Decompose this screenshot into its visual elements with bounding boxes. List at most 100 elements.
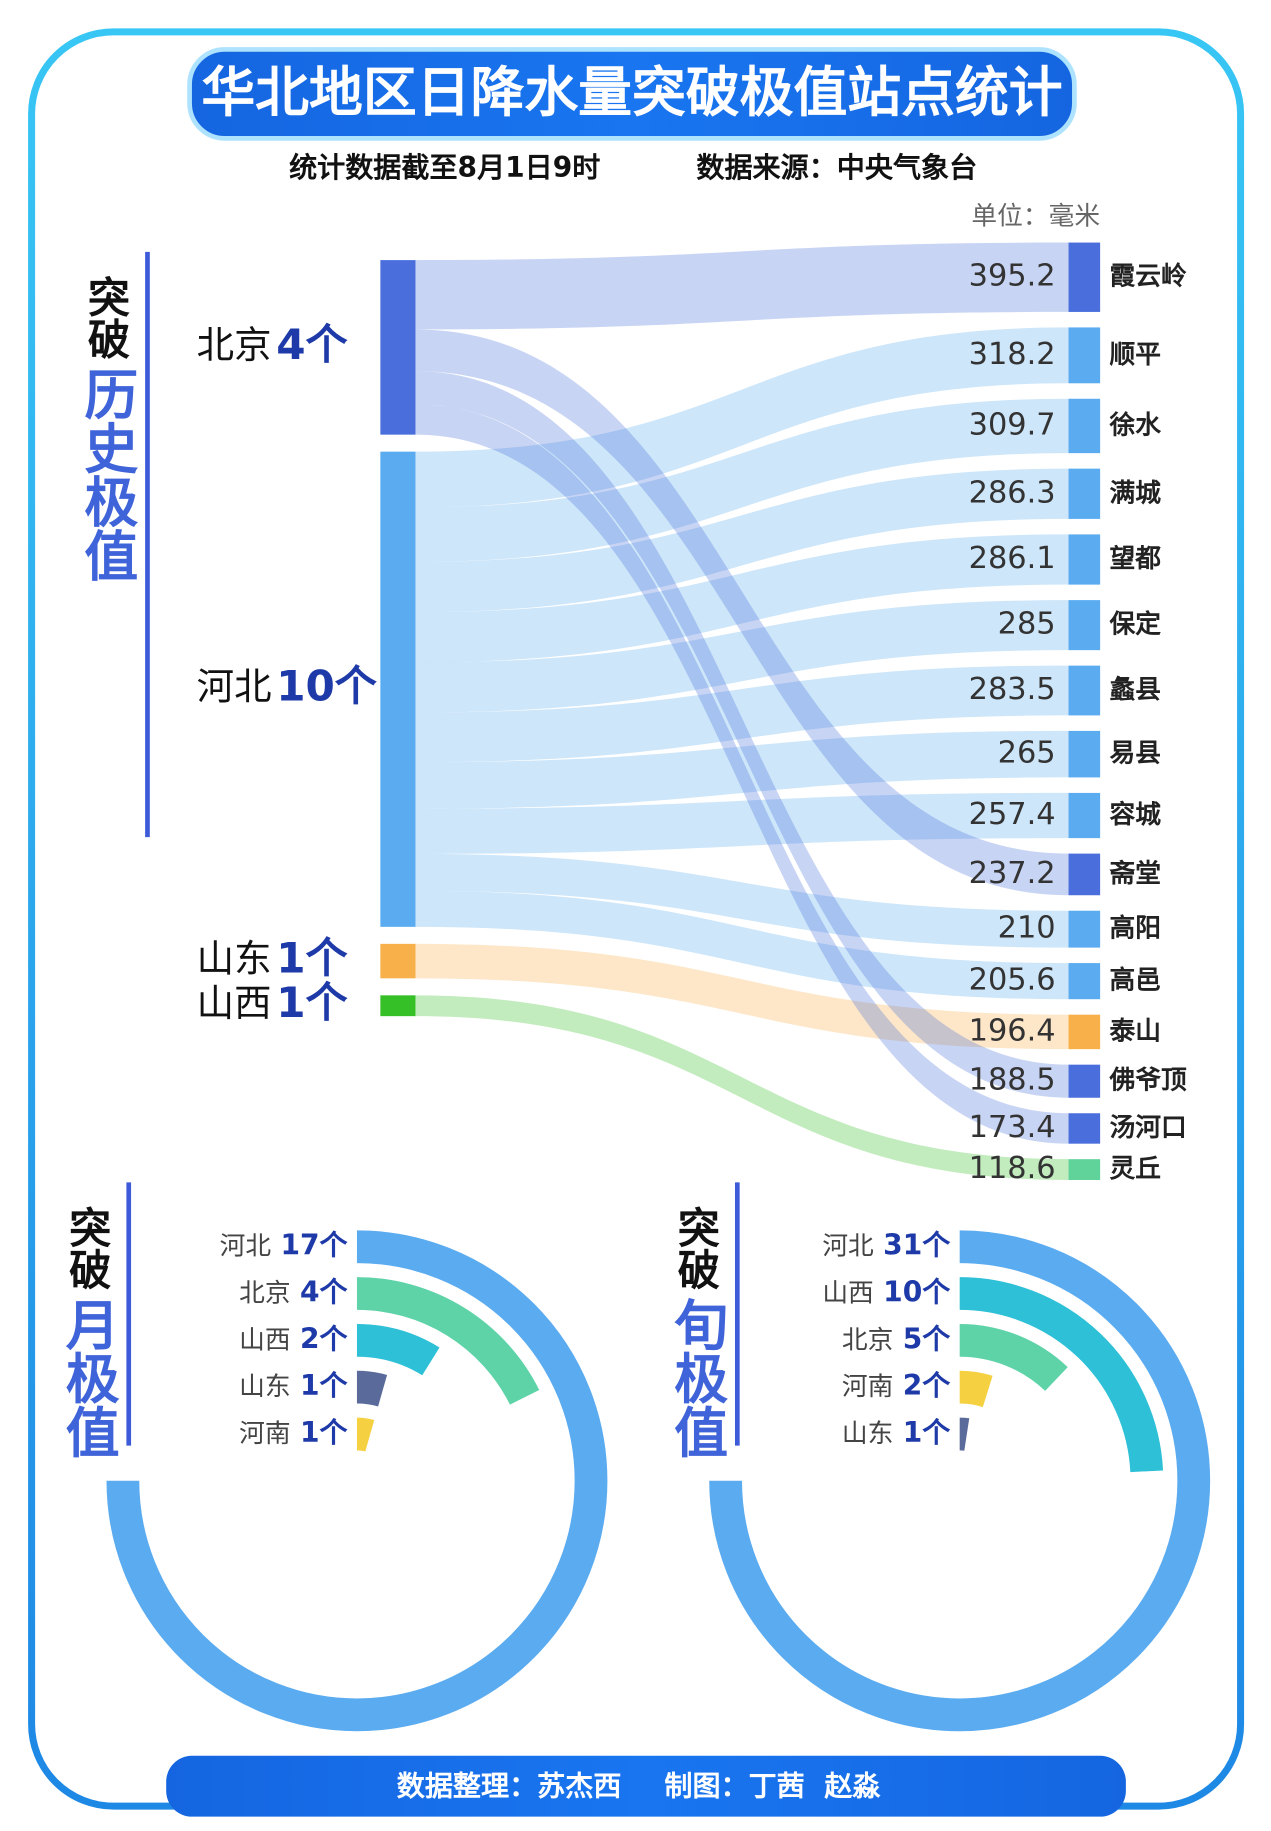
source-name: 河北 bbox=[197, 665, 272, 709]
link bbox=[415, 371, 1069, 1098]
source-node bbox=[380, 995, 416, 1017]
link bbox=[415, 398, 1069, 562]
category-count: 1个 bbox=[903, 1416, 952, 1449]
category-label: 山西 2个 bbox=[239, 1322, 348, 1355]
category-name: 山东 bbox=[842, 1418, 893, 1448]
category-name: 山西 bbox=[822, 1278, 873, 1308]
footer-banner bbox=[166, 1755, 1126, 1817]
station-value: 265 bbox=[998, 736, 1056, 771]
station-node bbox=[1068, 665, 1101, 716]
link bbox=[415, 853, 1069, 948]
station-name: 保定 bbox=[1108, 609, 1161, 640]
category-count: 31个 bbox=[883, 1229, 951, 1262]
station-name: 佛爷顶 bbox=[1108, 1066, 1186, 1096]
source-count: 1个 bbox=[276, 934, 348, 983]
category-count: 17个 bbox=[280, 1229, 348, 1262]
category-name: 北京 bbox=[842, 1325, 893, 1355]
radial-bar bbox=[356, 1370, 388, 1407]
link bbox=[415, 404, 1069, 1144]
station-node bbox=[1068, 534, 1101, 585]
link bbox=[415, 995, 1069, 1180]
category-name: 北京 bbox=[239, 1278, 290, 1308]
station-name: 霞云岭 bbox=[1109, 262, 1186, 292]
station-name: 汤河口 bbox=[1109, 1113, 1186, 1143]
chart-title: 旬极值 bbox=[665, 1297, 728, 1459]
chart-title-prefix: 突破 bbox=[671, 1206, 720, 1290]
category-label: 山东 1个 bbox=[842, 1416, 951, 1449]
station-node bbox=[1068, 792, 1101, 839]
link bbox=[415, 943, 1069, 1050]
link bbox=[415, 329, 1069, 896]
radial-bar bbox=[356, 1417, 375, 1452]
chart-title-prefix: 突破 bbox=[81, 275, 130, 359]
title: 华北地区日降水量突破极值站点统计 bbox=[201, 61, 1062, 124]
chart-title-prefix: 突破 bbox=[63, 1206, 112, 1290]
category-name: 山西 bbox=[239, 1325, 290, 1355]
station-node bbox=[1068, 963, 1101, 1000]
source-name: 北京 bbox=[197, 323, 272, 367]
station-node bbox=[1068, 327, 1101, 384]
station-value: 286.1 bbox=[969, 541, 1056, 576]
station-name: 灵丘 bbox=[1109, 1154, 1160, 1184]
station-value: 210 bbox=[998, 911, 1056, 946]
title-banner bbox=[187, 47, 1077, 141]
radial-bar bbox=[959, 1323, 1068, 1392]
source-node bbox=[380, 260, 416, 435]
chart-title: 历史极值 bbox=[75, 367, 138, 582]
station-value: 188.5 bbox=[969, 1063, 1056, 1098]
category-name: 河北 bbox=[822, 1231, 874, 1261]
station-name: 满城 bbox=[1109, 478, 1161, 508]
source-count: 1个 bbox=[276, 978, 348, 1027]
chart-title: 月极值 bbox=[57, 1297, 120, 1459]
station-name: 高阳 bbox=[1109, 913, 1160, 944]
station-node bbox=[1068, 242, 1101, 312]
link bbox=[415, 468, 1069, 613]
station-value: 285 bbox=[998, 607, 1056, 642]
source-node bbox=[380, 943, 416, 979]
station-node bbox=[1068, 600, 1101, 651]
station-value: 237.2 bbox=[969, 856, 1056, 891]
radial-bar bbox=[959, 1277, 1164, 1473]
source-node bbox=[380, 451, 416, 927]
station-name: 顺平 bbox=[1109, 340, 1160, 370]
radial-bar bbox=[959, 1417, 970, 1451]
link bbox=[415, 730, 1069, 809]
category-name: 河南 bbox=[239, 1418, 290, 1448]
station-value: 205.6 bbox=[969, 963, 1056, 998]
station-node bbox=[1068, 1064, 1101, 1098]
station-node bbox=[1068, 1159, 1101, 1180]
station-name: 望都 bbox=[1109, 544, 1161, 574]
subtitle-source: 数据来源：中央气象台 bbox=[696, 151, 977, 184]
category-label: 河南 2个 bbox=[842, 1369, 951, 1402]
unit-label: 单位：毫米 bbox=[971, 201, 1100, 231]
station-node bbox=[1068, 1113, 1101, 1144]
station-value: 283.5 bbox=[969, 672, 1056, 707]
category-label: 山西 10个 bbox=[822, 1276, 951, 1309]
footer-chart: 制图：丁茜 赵淼 bbox=[664, 1769, 881, 1802]
station-value: 286.3 bbox=[969, 475, 1056, 510]
source-count: 4个 bbox=[276, 320, 348, 369]
links bbox=[415, 242, 1069, 1180]
category-count: 1个 bbox=[300, 1369, 349, 1402]
link bbox=[415, 242, 1069, 330]
category-label: 河北 17个 bbox=[220, 1229, 349, 1262]
source-name: 山西 bbox=[197, 981, 272, 1025]
footer-data: 数据整理：苏杰西 bbox=[397, 1769, 622, 1802]
radial-bar bbox=[709, 1230, 1211, 1732]
category-label: 北京 5个 bbox=[842, 1322, 951, 1355]
station-value: 309.7 bbox=[969, 407, 1056, 442]
category-name: 河北 bbox=[220, 1231, 272, 1261]
category-name: 河南 bbox=[842, 1372, 893, 1402]
station-name: 容城 bbox=[1109, 799, 1161, 830]
category-count: 2个 bbox=[300, 1322, 349, 1355]
station-node bbox=[1068, 1014, 1101, 1050]
station-name: 斋堂 bbox=[1108, 858, 1160, 889]
link bbox=[415, 665, 1069, 763]
category-name: 山东 bbox=[239, 1372, 290, 1402]
station-value: 118.6 bbox=[969, 1151, 1056, 1186]
station-node bbox=[1068, 398, 1101, 454]
category-label: 山东 1个 bbox=[239, 1369, 348, 1402]
radial-bar bbox=[356, 1323, 440, 1376]
source-name: 山东 bbox=[197, 937, 272, 981]
